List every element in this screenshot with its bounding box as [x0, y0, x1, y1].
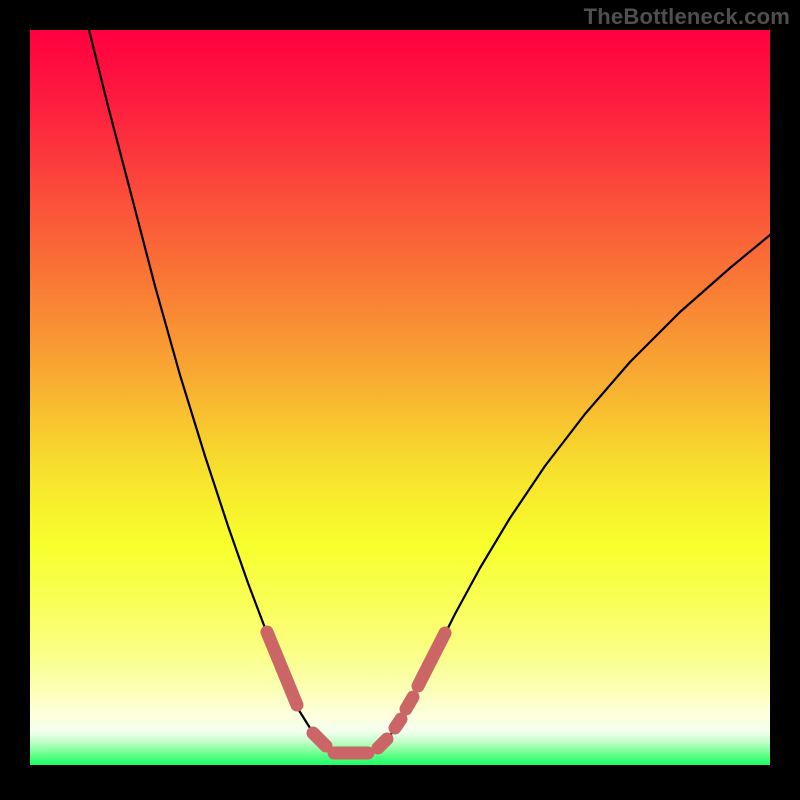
valley-dash — [378, 739, 387, 748]
valley-dash — [406, 697, 413, 709]
valley-dash — [313, 733, 326, 746]
bottleneck-chart — [0, 0, 800, 800]
plot-area — [30, 30, 770, 765]
valley-dash — [395, 719, 401, 728]
chart-stage: TheBottleneck.com — [0, 0, 800, 800]
